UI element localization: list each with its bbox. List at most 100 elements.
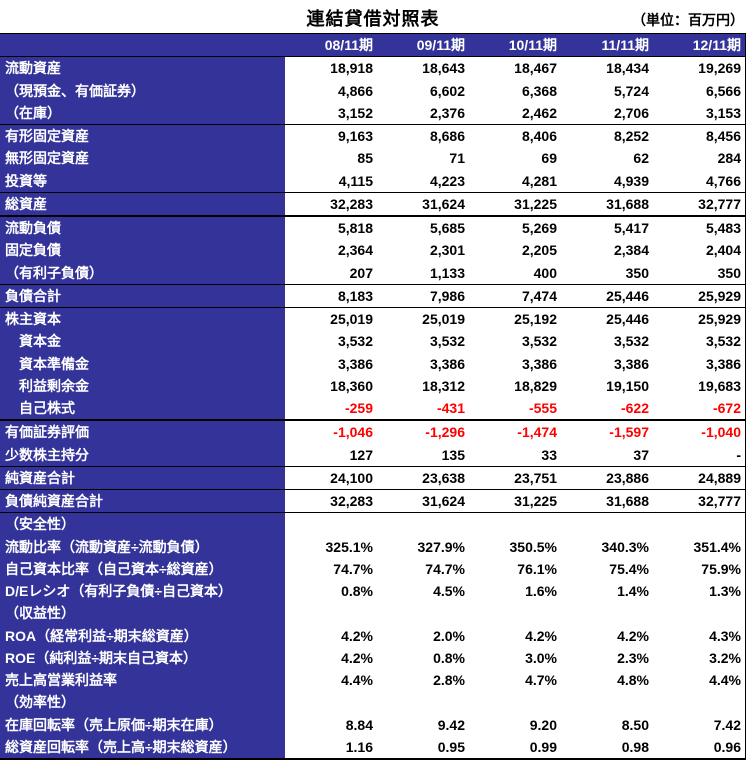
cell-value: 5,483 (705, 220, 741, 237)
cell-value: 18,829 (514, 377, 557, 394)
cell-value: 4.4% (709, 672, 741, 689)
cell-value: 4.2% (525, 627, 557, 644)
cell-value: 1,133 (429, 264, 465, 281)
cell-value: 350 (717, 264, 741, 281)
cell-value: 3,532 (521, 333, 557, 350)
cell-value: 351.4% (693, 538, 741, 555)
cell-value: 340.3% (601, 538, 649, 555)
column-header: 11/11期 (601, 37, 650, 54)
cell-value: - (736, 446, 741, 463)
cell-value (653, 513, 745, 535)
cell-value: 0.8% (341, 583, 373, 600)
row-label: ROA（経常利益÷期末総資産） (0, 624, 285, 647)
row-label: 純資産合計 (0, 466, 285, 489)
cell-value: 9,163 (337, 128, 373, 145)
cell-value: 25,446 (606, 287, 649, 304)
row-label: （現預金、有価証券） (0, 79, 285, 102)
cell-value: 5,818 (337, 220, 373, 237)
cell-value: 4.2% (341, 649, 373, 666)
cell-value: 6,368 (521, 82, 557, 99)
table-row: 売上高営業利益率 4.4% 2.8% 4.7% 4.8% 4.4% (0, 669, 745, 692)
table-row: 総資産 32,283 31,624 31,225 31,688 32,777 (0, 192, 745, 217)
cell-value: 23,751 (514, 469, 557, 486)
cell-value: 2.3% (617, 649, 649, 666)
cell-value: -1,046 (333, 424, 373, 441)
cell-value: 207 (349, 264, 373, 281)
table-row: 自己資本比率（自己資本÷総資産） 74.7% 74.7% 76.1% 75.4% 75.9… (0, 557, 745, 580)
cell-value: 327.9% (417, 538, 465, 555)
row-label: 在庫回転率（売上原価÷期末在庫） (0, 713, 285, 736)
row-label: 投資等 (0, 169, 285, 192)
cell-value: 0.99 (529, 738, 557, 755)
cell-value: 33 (541, 446, 557, 463)
cell-value: 0.96 (713, 738, 741, 755)
cell-value: 19,683 (698, 377, 741, 394)
cell-value: 8.84 (345, 716, 373, 733)
cell-value: 3,153 (705, 104, 741, 121)
row-label: 流動負債 (0, 217, 285, 240)
row-label: 流動資産 (0, 57, 285, 80)
cell-value: 400 (533, 264, 557, 281)
cell-value: 3,532 (429, 333, 465, 350)
table-row: ROE（純利益÷期末自己資本） 4.2% 0.8% 3.0% 2.3% 3.2% (0, 646, 745, 669)
cell-value: 8,406 (521, 128, 557, 145)
row-label: D/Eレシオ（有利子負債÷自己資本） (0, 580, 285, 603)
cell-value: 4,939 (613, 172, 649, 189)
cell-value (469, 602, 561, 624)
row-label: 利益剰余金 (0, 374, 285, 397)
row-label: 負債合計 (0, 284, 285, 307)
cell-value: 4.4% (341, 672, 373, 689)
table-row: 負債合計 8,183 7,986 7,474 25,446 25,929 (0, 284, 745, 308)
column-header: 09/11期 (416, 37, 465, 54)
cell-value: 8.50 (621, 716, 649, 733)
table-row: 固定負債 2,364 2,301 2,205 2,384 2,404 (0, 239, 745, 262)
cell-value: 3,386 (337, 355, 373, 372)
cell-value: 0.95 (437, 738, 465, 755)
cell-value: 71 (449, 150, 465, 167)
cell-value: -555 (528, 400, 557, 417)
cell-value: 1.16 (345, 738, 373, 755)
cell-value: 4.8% (617, 672, 649, 689)
cell-value: 7,986 (429, 287, 465, 304)
cell-value: 2,376 (429, 104, 465, 121)
table-row: 自己株式 -259 -431 -555 -622 -672 (0, 397, 745, 422)
table-row: 総資産回転率（売上高÷期末総資産） 1.16 0.95 0.99 0.98 0.96 (0, 735, 745, 758)
cell-value: 69 (541, 150, 557, 167)
row-label: 流動比率（流動資産÷流動負債） (0, 535, 285, 558)
row-label: （安全性） (0, 513, 285, 536)
table-row: 資本金 3,532 3,532 3,532 3,532 3,532 (0, 330, 745, 353)
table-row: 無形固定資産 85 71 69 62 284 (0, 147, 745, 170)
cell-value: 3.2% (709, 649, 741, 666)
cell-value: 75.4% (609, 560, 649, 577)
table-row: 流動資産 18,918 18,643 18,467 18,434 19,269 (0, 57, 745, 80)
table-row: （効率性） (0, 691, 745, 714)
cell-value: 2.0% (433, 627, 465, 644)
cell-value: -1,296 (425, 424, 465, 441)
row-label: （収益性） (0, 602, 285, 625)
cell-value: 350 (625, 264, 649, 281)
cell-value: 2,462 (521, 104, 557, 121)
cell-value: 31,688 (606, 195, 649, 212)
cell-value: 25,929 (698, 287, 741, 304)
cell-value: 24,100 (330, 469, 373, 486)
cell-value: 4,281 (521, 172, 557, 189)
cell-value: 18,918 (330, 60, 373, 77)
row-label: （有利子負債） (0, 261, 285, 284)
cell-value: 3,386 (521, 355, 557, 372)
cell-value: 8,456 (705, 128, 741, 145)
cell-value: 350.5% (509, 538, 557, 555)
table-row: D/Eレシオ（有利子負債÷自己資本） 0.8% 4.5% 1.6% 1.4% 1.3% (0, 580, 745, 603)
cell-value: 75.9% (701, 560, 741, 577)
row-label: 自己株式 (0, 397, 285, 420)
cell-value: 1.3% (709, 583, 741, 600)
cell-value: 74.7% (425, 560, 465, 577)
cell-value: 32,283 (330, 493, 373, 510)
row-label: 自己資本比率（自己資本÷総資産） (0, 557, 285, 580)
cell-value: 9.42 (437, 716, 465, 733)
row-label: 有形固定資産 (0, 125, 285, 148)
row-label: 固定負債 (0, 239, 285, 262)
cell-value: 4.7% (525, 672, 557, 689)
cell-value: 74.7% (333, 560, 373, 577)
cell-value: 5,724 (613, 82, 649, 99)
cell-value: 76.1% (517, 560, 557, 577)
